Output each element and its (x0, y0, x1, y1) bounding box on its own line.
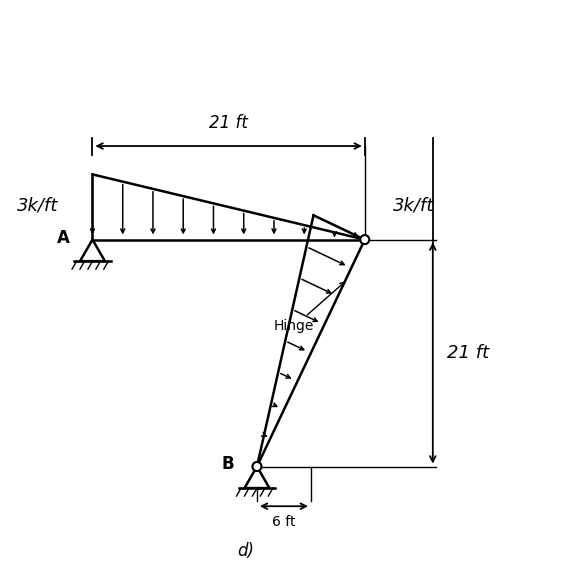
Polygon shape (244, 466, 269, 488)
Text: A: A (57, 229, 70, 247)
Text: d): d) (237, 542, 254, 560)
Circle shape (253, 462, 261, 471)
Text: Hinge: Hinge (274, 282, 345, 333)
Text: 21 ft: 21 ft (209, 114, 248, 132)
Text: 21 ft: 21 ft (447, 344, 489, 362)
Circle shape (360, 235, 369, 244)
Text: 3k/ft: 3k/ft (17, 197, 58, 214)
Text: 3k/ft: 3k/ft (393, 197, 435, 214)
Polygon shape (80, 239, 105, 261)
Text: B: B (222, 455, 235, 473)
Text: 6 ft: 6 ft (272, 515, 296, 529)
